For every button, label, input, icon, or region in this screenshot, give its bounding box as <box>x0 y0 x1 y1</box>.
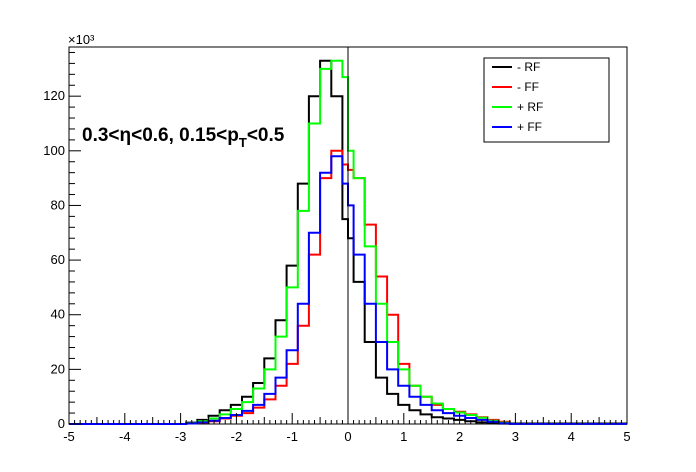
x-tick-label: 2 <box>456 429 463 444</box>
x-tick-label: 5 <box>623 429 630 444</box>
x-tick-label: 1 <box>400 429 407 444</box>
y-tick-label: 100 <box>43 143 65 158</box>
y-tick-label: 20 <box>51 361 65 376</box>
annotation-prefix: 0.3<η<0.6, 0.15<p <box>82 125 239 146</box>
x-tick-label: -4 <box>119 429 131 444</box>
x-tick-label: -5 <box>63 429 75 444</box>
y-tick-label: 40 <box>51 307 65 322</box>
x-axis: -5 -4 -3 -2 -1 0 1 2 3 4 5 <box>63 413 631 444</box>
y-axis: 0 20 40 60 80 100 120 <box>43 51 81 431</box>
y-tick-label: 80 <box>51 197 65 212</box>
legend-label: + RF <box>517 100 543 114</box>
legend-label: - RF <box>517 60 540 74</box>
x-tick-label: 4 <box>568 429 575 444</box>
y-tick-label: 0 <box>58 416 65 431</box>
x-tick-label: -1 <box>286 429 298 444</box>
y-tick-label: 120 <box>43 88 65 103</box>
x-tick-label: 3 <box>512 429 519 444</box>
annotation-subscript: T <box>239 135 247 150</box>
legend: - RF - FF + RF + FF <box>483 57 610 143</box>
y-tick-label: 60 <box>51 252 65 267</box>
legend-label: - FF <box>517 80 539 94</box>
x-tick-label: 0 <box>344 429 351 444</box>
annotation-suffix: <0.5 <box>247 125 285 146</box>
legend-label: + FF <box>517 120 542 134</box>
x-tick-label: -3 <box>175 429 187 444</box>
annotation-text: 0.3<η<0.6, 0.15<pT<0.5 <box>82 125 285 150</box>
y-multiplier-label: ×10³ <box>68 32 95 47</box>
x-tick-label: -2 <box>231 429 243 444</box>
legend-box <box>483 57 610 143</box>
